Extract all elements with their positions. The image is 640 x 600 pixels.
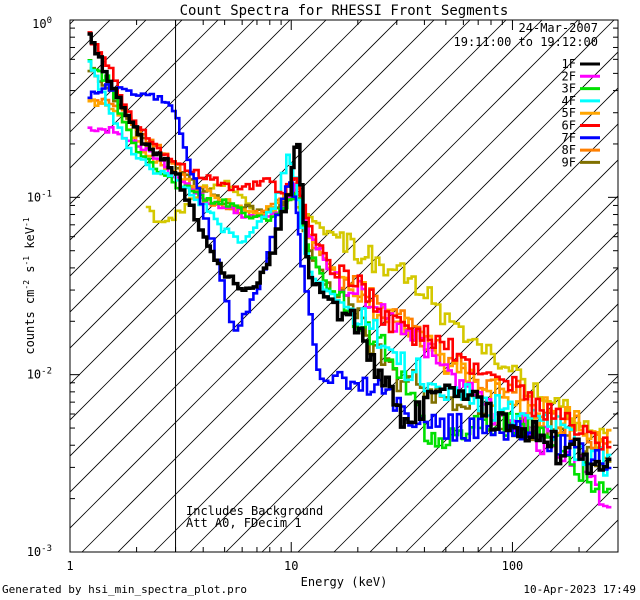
- annotation-background: Includes Background: [186, 504, 323, 518]
- y-tick-label: 10-1: [27, 189, 52, 204]
- y-tick-label: 100: [32, 16, 52, 31]
- series-layer: [87, 31, 612, 509]
- legend-label: 8F: [562, 143, 576, 157]
- hatch-line: [225, 159, 618, 552]
- chart-title: Count Spectra for RHESSI Front Segments: [180, 3, 509, 19]
- legend-label: 1F: [562, 57, 576, 71]
- attenuator-hatch-region: [0, 0, 640, 552]
- hatch-line: [261, 195, 618, 552]
- y-tick-exponent: -3: [41, 544, 52, 554]
- y-tick-label: 10-2: [27, 367, 52, 382]
- hatch-line: [405, 339, 618, 552]
- x-tick-label: 1: [66, 559, 73, 573]
- legend-label: 5F: [562, 106, 576, 120]
- footer-generator-text: Generated by hsi_min_spectra_plot.pro: [2, 583, 248, 596]
- hatch-line: [189, 123, 618, 552]
- y-tick-base: 10: [27, 368, 41, 382]
- hatch-line: [70, 20, 363, 313]
- x-tick-label: 10: [284, 559, 298, 573]
- y-label-superscript: -1: [22, 217, 31, 227]
- y-tick-exponent: 0: [47, 16, 52, 26]
- axis-ticks: [69, 19, 619, 553]
- legend-label: 9F: [562, 155, 576, 169]
- hatch-line: [70, 20, 327, 277]
- hatch-line: [70, 20, 507, 457]
- hatch-line: [70, 20, 291, 241]
- y-tick-exponent: -2: [41, 367, 52, 377]
- y-label-superscript: -1: [22, 256, 31, 266]
- hatch-line: [70, 20, 255, 205]
- hatch-line: [81, 20, 615, 552]
- x-tick-label: 100: [502, 559, 524, 573]
- hatch-line: [70, 20, 435, 385]
- hatch-line: [441, 375, 618, 552]
- y-label-part: counts cm: [23, 290, 37, 355]
- x-axis-label: Energy (keV): [301, 575, 388, 589]
- legend-label: 4F: [562, 94, 576, 108]
- hatch-line: [369, 303, 618, 552]
- y-label-superscript: -2: [22, 280, 31, 290]
- hatch-line: [70, 20, 147, 97]
- hatch-line: [117, 51, 618, 552]
- hatch-line: [70, 20, 471, 421]
- hatch-line: [70, 20, 399, 349]
- y-label-part: s: [23, 266, 37, 280]
- hatch-line: [70, 20, 111, 61]
- hatch-line: [70, 20, 75, 25]
- plot-frame: [69, 19, 619, 553]
- y-tick-base: 10: [27, 190, 41, 204]
- hatch-line: [333, 267, 618, 552]
- y-tick-exponent: -1: [41, 189, 52, 199]
- hatch-line: [153, 87, 618, 552]
- footer-timestamp: 10-Apr-2023 17:49: [523, 583, 636, 596]
- legend-label: 7F: [562, 131, 576, 145]
- hatch-line: [70, 20, 183, 133]
- legend-label: 3F: [562, 82, 576, 96]
- hatch-line: [622, 0, 640, 552]
- x-tick-labels: 1 10 100: [66, 559, 523, 573]
- observation-time-range: 19:11:00 to 19:12:00: [454, 35, 599, 49]
- hatch-line: [0, 0, 106, 552]
- annotation-attenuator: Att A0, FDecim 1: [186, 516, 302, 530]
- y-tick-label: 10-3: [27, 544, 52, 559]
- observation-date: 24-Mar-2007: [519, 21, 598, 35]
- legend-label: 2F: [562, 69, 576, 83]
- y-tick-base: 10: [27, 545, 41, 559]
- y-label-part: keV: [23, 227, 37, 256]
- hatch-line: [513, 447, 618, 552]
- hatch-line: [297, 231, 618, 552]
- y-tick-base: 10: [32, 17, 46, 31]
- legend-label: 6F: [562, 119, 576, 133]
- hatch-line: [585, 519, 618, 552]
- y-axis-label: counts cm-2 s-1 keV-1: [22, 217, 37, 354]
- hatch-line: [70, 20, 219, 169]
